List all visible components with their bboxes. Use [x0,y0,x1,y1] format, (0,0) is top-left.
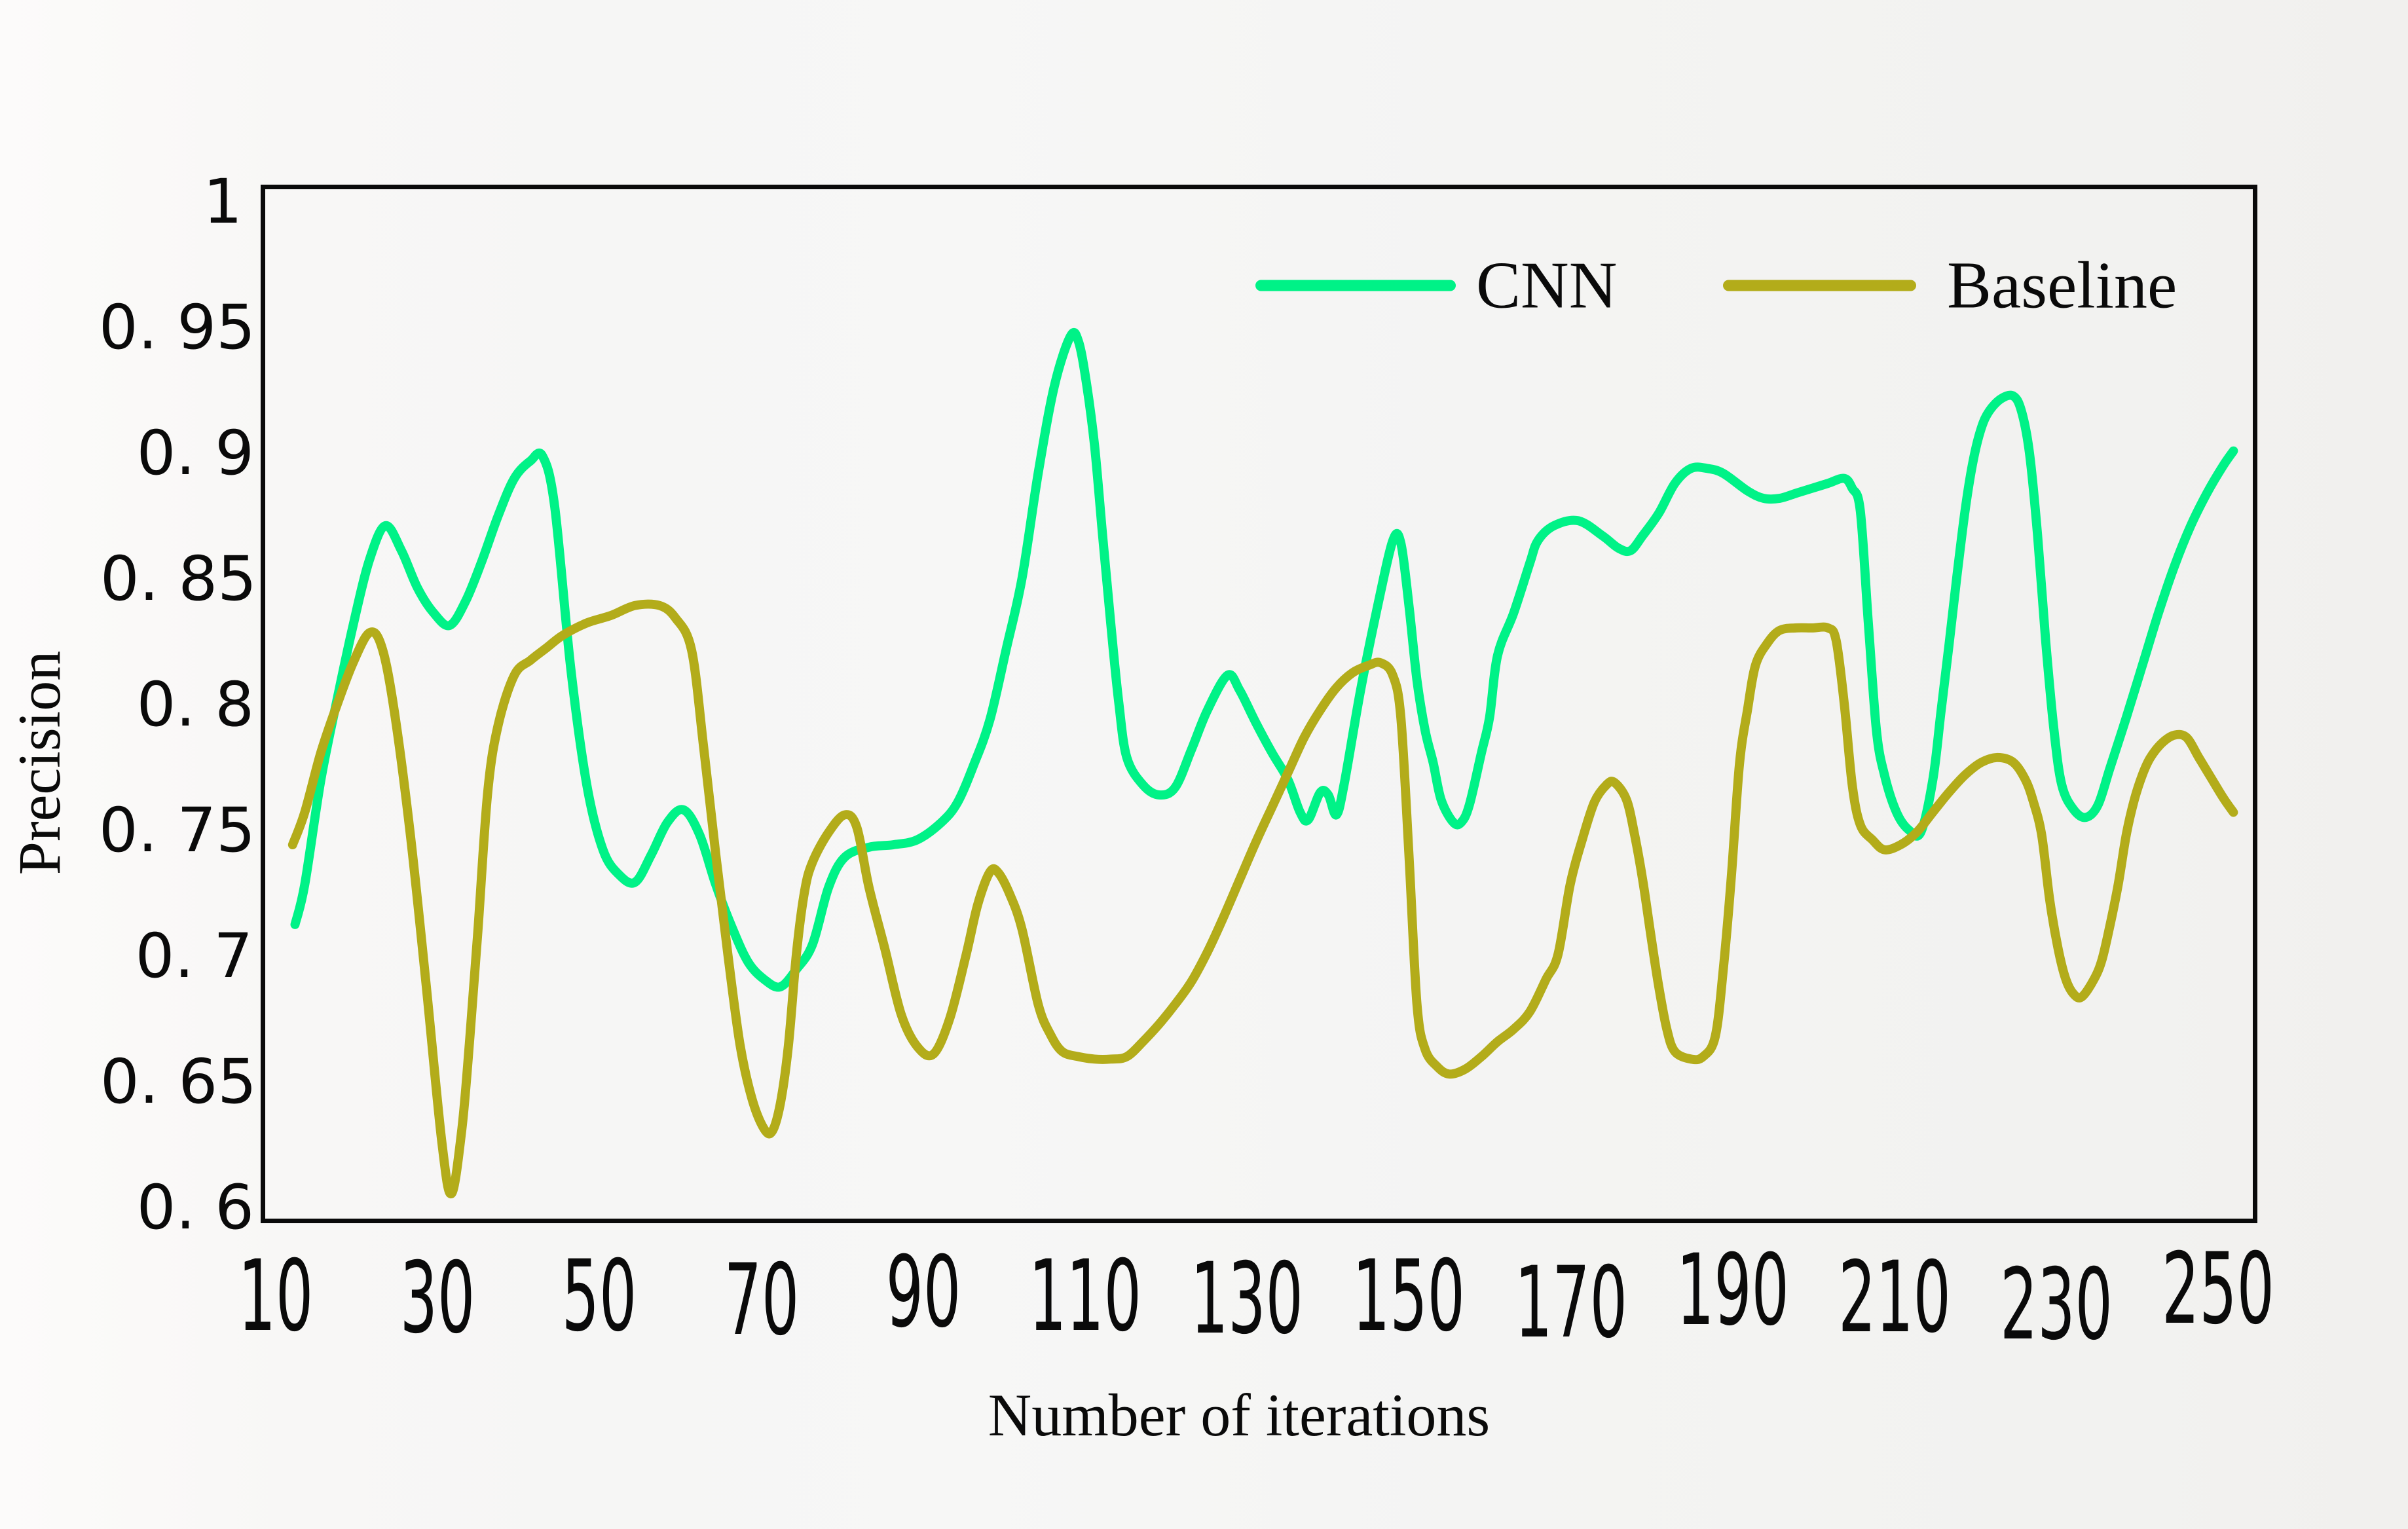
y-tick-label-0.6: 0. 6 [136,1172,254,1243]
x-tick-label-10: 10 [238,1240,314,1354]
x-tick-label-190: 190 [1676,1234,1789,1348]
cnn-legend-label: CNN [1476,248,1618,323]
baseline-legend-label: Baseline [1947,248,2177,323]
plot-area-svg [287,327,2238,1198]
x-axis-title: Number of iterations [988,1382,1491,1448]
x-tick-label-90: 90 [885,1236,961,1350]
legend-item-cnn: CNN [1255,246,1617,325]
plot-area [261,185,2257,1223]
cnn-legend-line-icon [1255,280,1456,291]
y-tick-label-0.95: 0. 95 [98,292,255,363]
x-tick-label-150: 150 [1352,1240,1466,1354]
y-tick-label-0.9: 0. 9 [136,418,254,489]
y-tick-label-0.75: 0. 75 [98,795,255,866]
cnn-series-line [290,327,2238,992]
baseline-legend-line-icon [1723,280,1916,291]
y-tick-label-0.85: 0. 85 [100,543,257,615]
x-tick-label-130: 130 [1191,1242,1304,1356]
baseline-series-line [287,599,2238,1198]
y-tick-label-0.65: 0. 65 [100,1046,257,1118]
x-tick-label-230: 230 [2000,1248,2113,1362]
y-axis-title: Precision [6,650,73,875]
y-tick-label-1: 1 [203,166,242,238]
x-tick-label-210: 210 [1838,1241,1951,1355]
x-tick-label-250: 250 [2162,1232,2275,1346]
x-tick-label-30: 30 [399,1242,475,1355]
x-tick-label-110: 110 [1029,1240,1141,1354]
x-tick-label-50: 50 [562,1240,637,1354]
x-tick-label-170: 170 [1514,1246,1627,1360]
y-tick-label-0.8: 0. 8 [136,669,254,741]
y-tick-label-0.7: 0. 7 [135,921,253,992]
x-tick-label-70: 70 [724,1243,799,1357]
legend-item-baseline: Baseline [1723,246,2177,325]
